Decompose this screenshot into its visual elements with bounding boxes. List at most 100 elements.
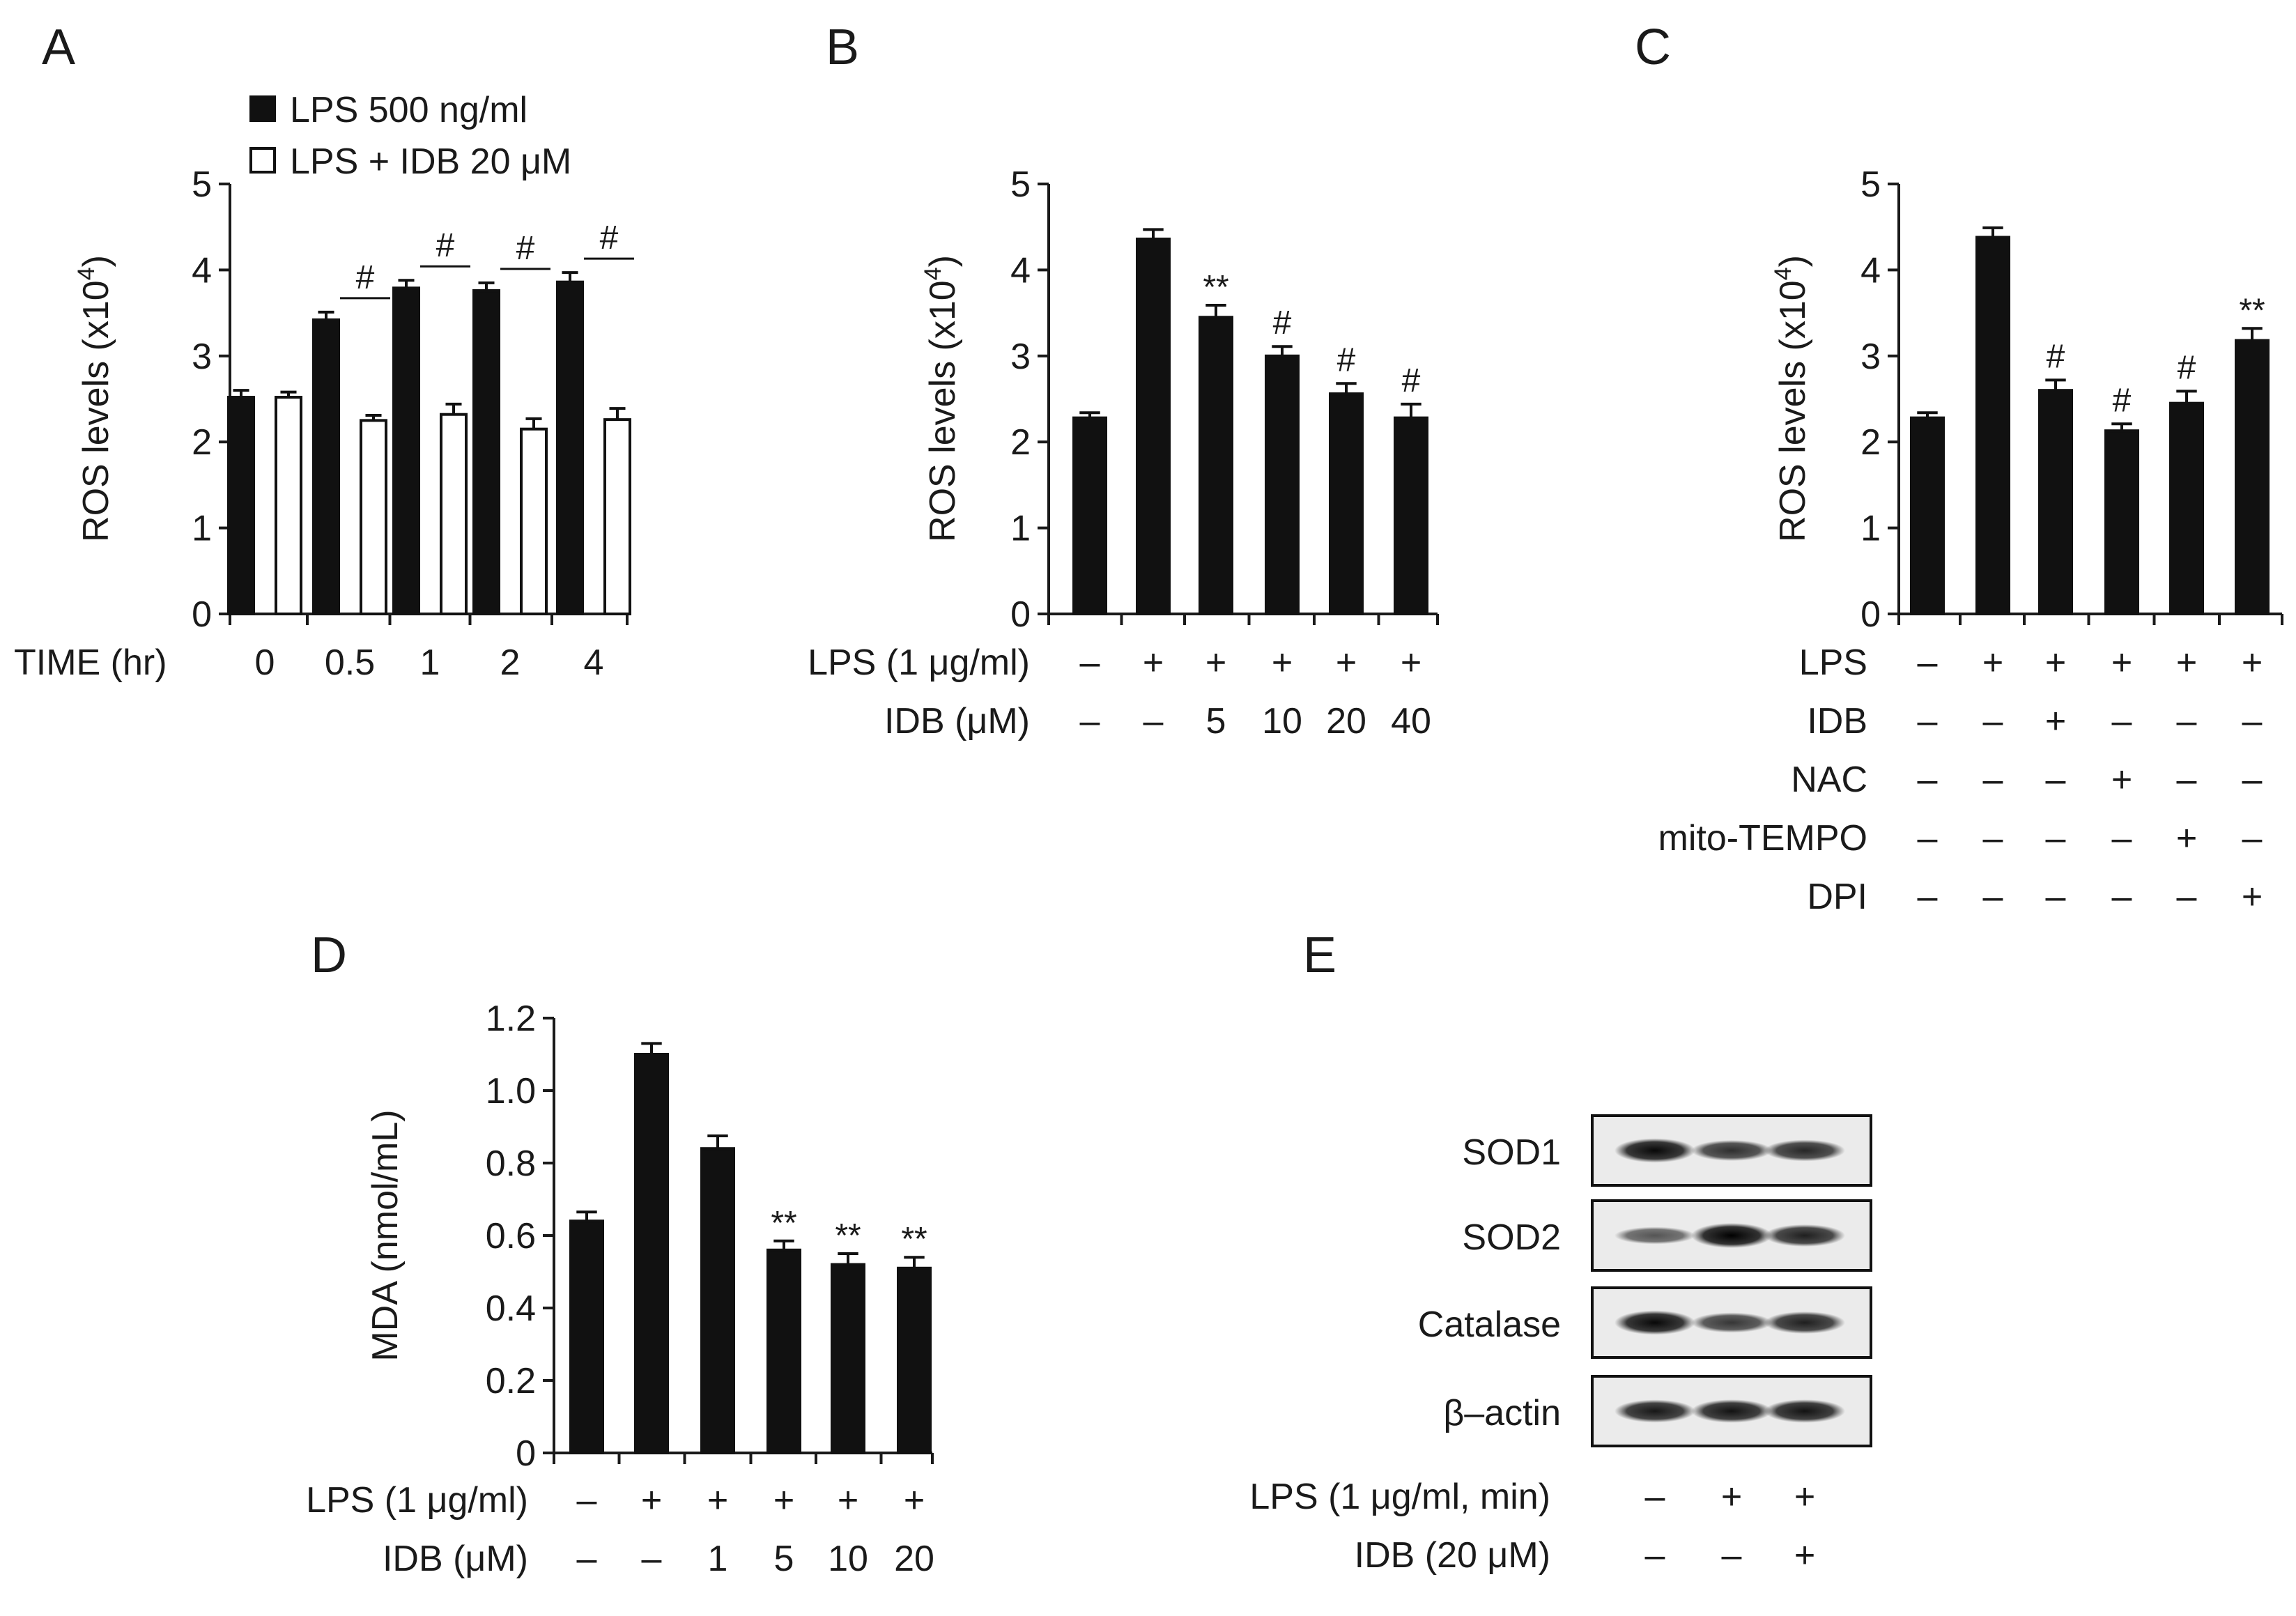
significance-mark: # xyxy=(1402,362,1421,399)
condition-mark: – xyxy=(1918,760,1938,800)
condition-mark: + xyxy=(641,1480,662,1521)
bar xyxy=(556,280,584,615)
y-tick-label: 0.8 xyxy=(486,1144,536,1184)
condition-label: NAC xyxy=(1791,760,1867,800)
condition-mark: 40 xyxy=(1391,701,1431,741)
blot-row-label: β–actin xyxy=(1443,1393,1561,1433)
y-tick-label: 2 xyxy=(1010,422,1031,463)
bar xyxy=(275,396,302,615)
condition-label: IDB (μM) xyxy=(383,1539,528,1579)
y-axis-label: ROS levels (x104) xyxy=(1770,255,1813,542)
condition-label: IDB xyxy=(1807,701,1867,741)
condition-mark: + xyxy=(2242,877,2263,917)
y-tick-label: 0.4 xyxy=(486,1288,536,1329)
condition-mark: 5 xyxy=(1206,701,1226,741)
y-axis-label-text: ROS levels (x10 xyxy=(923,280,963,542)
condition-mark: + xyxy=(707,1480,728,1521)
bar xyxy=(569,1219,604,1454)
significance-mark: ** xyxy=(901,1221,927,1258)
condition-mark: – xyxy=(1722,1535,1742,1576)
y-tick-label: 4 xyxy=(1860,250,1881,291)
bar xyxy=(1394,416,1428,615)
condition-mark: – xyxy=(1983,701,2003,741)
y-tick-label: 5 xyxy=(1010,164,1031,205)
x-axis-label: TIME (hr) xyxy=(14,642,167,683)
condition-mark: 5 xyxy=(774,1539,794,1579)
y-tick-label: 2 xyxy=(192,422,212,463)
x-tick-label: 0.5 xyxy=(325,642,375,683)
y-tick-label: 3 xyxy=(192,337,212,377)
condition-mark: + xyxy=(1982,642,2003,683)
significance-mark: # xyxy=(436,227,455,264)
blot-row-label: SOD1 xyxy=(1462,1132,1561,1173)
condition-mark: + xyxy=(1205,642,1226,683)
bar xyxy=(227,396,255,615)
significance-mark: ** xyxy=(771,1205,796,1242)
condition-mark: + xyxy=(2111,642,2132,683)
bar xyxy=(603,418,631,616)
condition-mark: – xyxy=(2112,818,2132,859)
condition-label: LPS (1 μg/ml) xyxy=(306,1480,528,1521)
panel-e: E SOD1 SOD2 Catalase β–actin LPS (1 μg/ml, mi… xyxy=(1249,928,1872,1576)
blot-band xyxy=(1691,1399,1772,1423)
condition-mark: – xyxy=(2177,877,2197,917)
blot-row-label: SOD2 xyxy=(1462,1217,1561,1258)
y-axis-label-close: ) xyxy=(1773,255,1813,267)
condition-label: LPS (1 μg/ml) xyxy=(808,642,1030,683)
bar xyxy=(1072,416,1107,615)
bar xyxy=(440,413,468,615)
condition-mark: – xyxy=(2046,877,2066,917)
significance-mark: # xyxy=(1337,341,1356,378)
panel-letter-a: A xyxy=(42,20,75,75)
condition-mark: – xyxy=(1983,877,2003,917)
bar xyxy=(766,1248,801,1455)
bar xyxy=(360,419,387,615)
y-axis-label-close: ) xyxy=(923,255,963,267)
condition-mark: – xyxy=(2046,760,2066,800)
legend-swatch xyxy=(249,147,276,174)
y-tick-label: 0 xyxy=(1860,594,1881,635)
y-tick-label: 0.6 xyxy=(486,1216,536,1256)
y-tick-label: 2 xyxy=(1860,422,1881,463)
significance-mark: # xyxy=(1273,305,1292,341)
bar xyxy=(1329,392,1364,615)
x-tick-label: 2 xyxy=(500,642,521,683)
condition-mark: 10 xyxy=(828,1539,868,1579)
y-axis-label-text: ROS levels (x10 xyxy=(76,280,116,542)
condition-mark: – xyxy=(2242,701,2263,741)
blot-band xyxy=(1764,1139,1845,1162)
condition-mark: + xyxy=(1143,642,1164,683)
significance-mark: ** xyxy=(1203,269,1228,306)
y-tick-label: 1.0 xyxy=(486,1071,536,1111)
bar xyxy=(520,427,548,615)
condition-mark: – xyxy=(1983,760,2003,800)
bar xyxy=(472,289,500,615)
condition-mark: 20 xyxy=(894,1539,934,1579)
condition-mark: – xyxy=(577,1539,597,1579)
blot-band xyxy=(1615,1226,1695,1245)
condition-mark: + xyxy=(2045,701,2066,741)
condition-mark: – xyxy=(642,1539,662,1579)
y-tick-label: 4 xyxy=(192,250,212,291)
legend-label: LPS + IDB 20 μM xyxy=(290,141,571,182)
blot-band xyxy=(1615,1138,1695,1163)
y-axis-label-exponent: 4 xyxy=(73,267,100,280)
condition-mark: + xyxy=(2176,642,2197,683)
significance-mark: # xyxy=(600,220,619,256)
bar xyxy=(831,1263,865,1454)
panel-letter-e: E xyxy=(1303,928,1336,983)
y-axis-label: MDA (nmol/mL) xyxy=(365,1109,406,1361)
bar xyxy=(2169,401,2204,615)
y-axis-label: ROS levels (x104) xyxy=(920,255,963,542)
blot-band xyxy=(1615,1399,1695,1423)
y-tick-label: 1.2 xyxy=(486,999,536,1039)
bar xyxy=(1199,316,1233,615)
condition-mark: – xyxy=(2177,701,2197,741)
condition-label: mito-TEMPO xyxy=(1658,818,1867,859)
condition-mark: – xyxy=(1918,701,1938,741)
condition-mark: + xyxy=(2045,642,2066,683)
bar xyxy=(634,1053,669,1454)
bar xyxy=(897,1266,932,1455)
